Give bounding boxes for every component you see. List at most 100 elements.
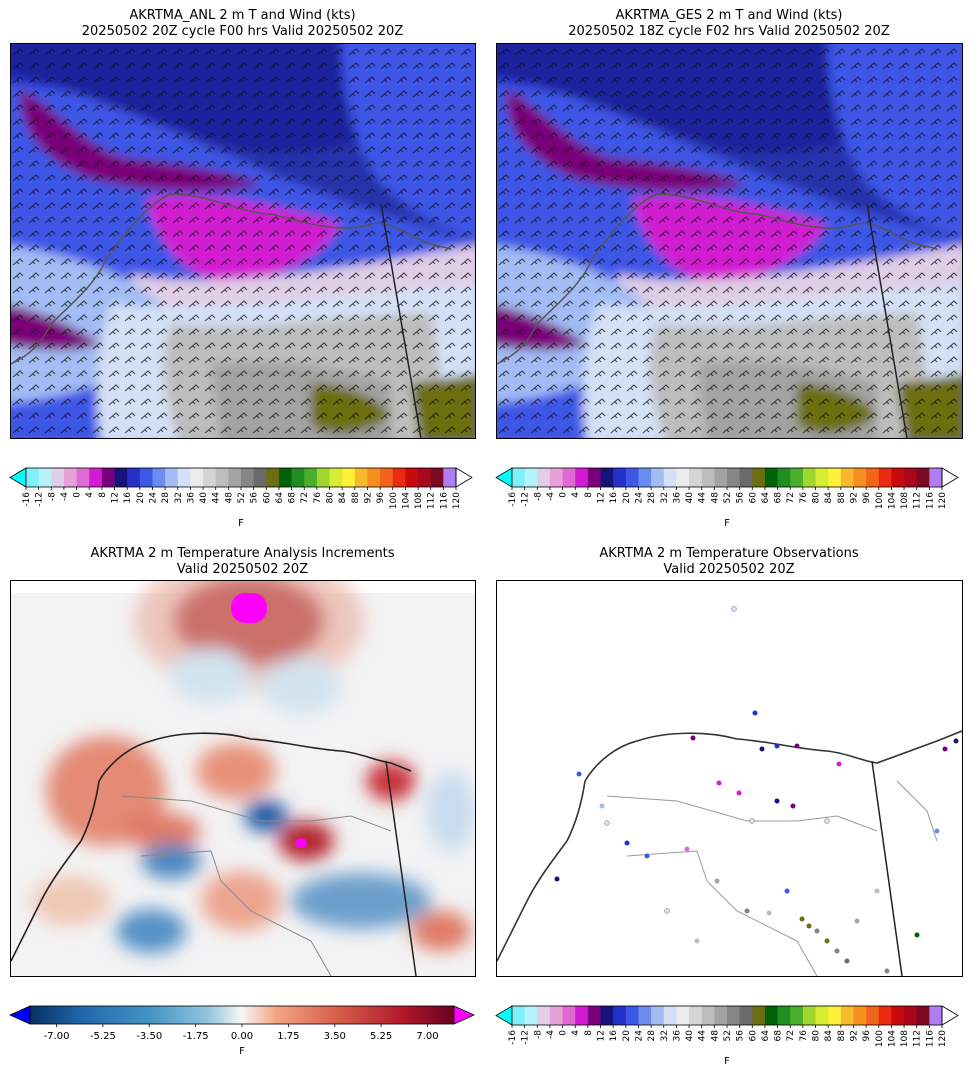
- cbar-color-segment: [392, 468, 406, 487]
- cbar-color-segment: [853, 1006, 867, 1025]
- cbar-tick-label: 68: [288, 492, 298, 504]
- inc-cbar-tick-label: 3.50: [324, 1031, 346, 1042]
- cbar-tick-label: 36: [672, 1030, 682, 1042]
- cbar-color-segment: [777, 1006, 791, 1025]
- obs-boundaries: [606, 780, 938, 976]
- cbar-color-segment: [764, 1006, 778, 1025]
- ges-title-line1: AKRTMA_GES 2 m T and Wind (kts): [615, 8, 843, 23]
- cbar-color-segment: [714, 468, 728, 487]
- cbar-tick-label: -8: [47, 492, 57, 501]
- inc-cbar-over-extension: [453, 1005, 475, 1025]
- cbar-color-segment: [76, 468, 90, 487]
- cbar-color-segment: [878, 468, 892, 487]
- cbar-color-segment: [304, 468, 318, 487]
- anl-title-line1: AKRTMA_ANL 2 m T and Wind (kts): [129, 8, 356, 23]
- cbar-tick-label: -12: [35, 492, 45, 507]
- obs-station: [624, 840, 630, 846]
- inc-cbar-under-extension: [9, 1005, 31, 1025]
- inc-cbar-gradient: [29, 1005, 455, 1025]
- ges-map-panel: [496, 43, 963, 439]
- cbar-tick-label: 52: [723, 492, 733, 503]
- cbar-tick-label: 116: [925, 1030, 935, 1047]
- cbar-tick-label: -16: [508, 492, 518, 507]
- obs-map-panel: [496, 580, 963, 977]
- cbar-tick-label: 60: [262, 492, 272, 504]
- inc-map: [11, 581, 475, 976]
- inc-cbar-tick-label: 1.75: [277, 1031, 299, 1042]
- anl-title-line2: 20250502 20Z cycle F00 hrs Valid 2025050…: [81, 24, 404, 39]
- obs-title-line1: AKRTMA 2 m Temperature Observations: [599, 546, 859, 561]
- cbar-color-segment: [139, 468, 153, 487]
- cbar-color-segment: [777, 468, 791, 487]
- cbar-color-segment: [537, 1006, 551, 1025]
- obs-station: [774, 798, 780, 804]
- cbar-color-segment: [815, 468, 829, 487]
- inc-increment-field: [31, 581, 475, 953]
- obs-title: AKRTMA 2 m Temperature Observations Vali…: [496, 546, 962, 578]
- obs-station: [714, 878, 720, 884]
- obs-station: [799, 916, 805, 922]
- cbar-color-segment: [51, 468, 65, 487]
- cbar-tick-label: -8: [533, 492, 543, 501]
- inc-over-blob: [231, 593, 267, 623]
- anl-wind-barbs: [11, 44, 475, 438]
- obs-station: [554, 876, 560, 882]
- inc-cbar-tick-label: -7.00: [44, 1031, 70, 1042]
- cbar-color-segment: [701, 468, 715, 487]
- cbar-tick-label: 48: [710, 492, 720, 504]
- cbar-tick-label: 84: [824, 1030, 834, 1042]
- cbar-color-segment: [739, 468, 753, 487]
- cbar-tick-label: 40: [685, 492, 695, 504]
- cbar-tick-label: 56: [736, 1030, 746, 1042]
- cbar-tick-label: 112: [913, 1030, 923, 1047]
- obs-station: [794, 743, 800, 749]
- ges-title: AKRTMA_GES 2 m T and Wind (kts) 20250502…: [496, 8, 962, 40]
- cbar-tick-label: 68: [774, 1030, 784, 1042]
- inc-title-line1: AKRTMA 2 m Temperature Analysis Incremen…: [90, 546, 395, 561]
- cbar-tick-label: 60: [748, 492, 758, 504]
- obs-station: [854, 918, 860, 924]
- cbar-tick-label: 76: [799, 1030, 809, 1042]
- anl-map: [11, 44, 475, 438]
- cbar-color-segment: [651, 1006, 665, 1025]
- cbar-tick-label: 44: [212, 492, 222, 504]
- cbar-tick-label: 4: [571, 1030, 581, 1036]
- cbar-tick-label: 120: [452, 492, 462, 509]
- cbar-tick-label: 44: [698, 492, 708, 504]
- cbar-color-segment: [549, 1006, 563, 1025]
- inc-title: AKRTMA 2 m Temperature Analysis Incremen…: [10, 546, 475, 578]
- cbar-tick-label: 120: [938, 1030, 948, 1047]
- cbar-tick-label: 32: [660, 1030, 670, 1041]
- cbar-color-segment: [701, 1006, 715, 1025]
- obs-station: [844, 958, 850, 964]
- obs-station: [834, 948, 840, 954]
- obs-station: [824, 818, 830, 824]
- cbar-color-segment: [512, 468, 526, 487]
- cbar-tick-label: 108: [900, 1030, 910, 1047]
- cbar-color-segment: [904, 468, 918, 487]
- cbar-color-segment: [38, 468, 52, 487]
- cbar-tick-label: 48: [224, 492, 234, 504]
- cbar-tick-label: 108: [414, 492, 424, 509]
- cbar-color-segment: [512, 1006, 526, 1025]
- inc-border: [385, 760, 417, 976]
- cbar-color-segment: [101, 468, 115, 487]
- ges-colorbar-svg: -16 -12 -8 -4 0 4 8 12 16 20 24 28 32 36 40 44 48 52 56 60 6…: [495, 467, 959, 529]
- cbar-tick-label: 88: [837, 492, 847, 504]
- cbar-color-segment: [165, 468, 179, 487]
- cbar-tick-label: 120: [938, 492, 948, 509]
- cbar-tick-label: 48: [710, 1030, 720, 1042]
- obs-station: [716, 780, 722, 786]
- obs-station: [576, 771, 582, 777]
- obs-station: [749, 818, 755, 824]
- cbar-tick-label: 32: [660, 492, 670, 503]
- inc-map-panel: [10, 580, 476, 977]
- cbar-tick-label: -16: [508, 1030, 518, 1045]
- inc-colorbar: -7.00 -5.25 -3.50 -1.75 0.00 1.75 3.50 5.25 7.00…: [8, 1004, 478, 1069]
- cbar-color-segment: [638, 468, 652, 487]
- obs-station: [884, 968, 890, 974]
- cbar-color-segment: [291, 468, 305, 487]
- cbar-under-extension: [9, 467, 27, 488]
- inc-cbar-unit-label: F: [239, 1046, 245, 1057]
- cbar-color-segment: [828, 1006, 842, 1025]
